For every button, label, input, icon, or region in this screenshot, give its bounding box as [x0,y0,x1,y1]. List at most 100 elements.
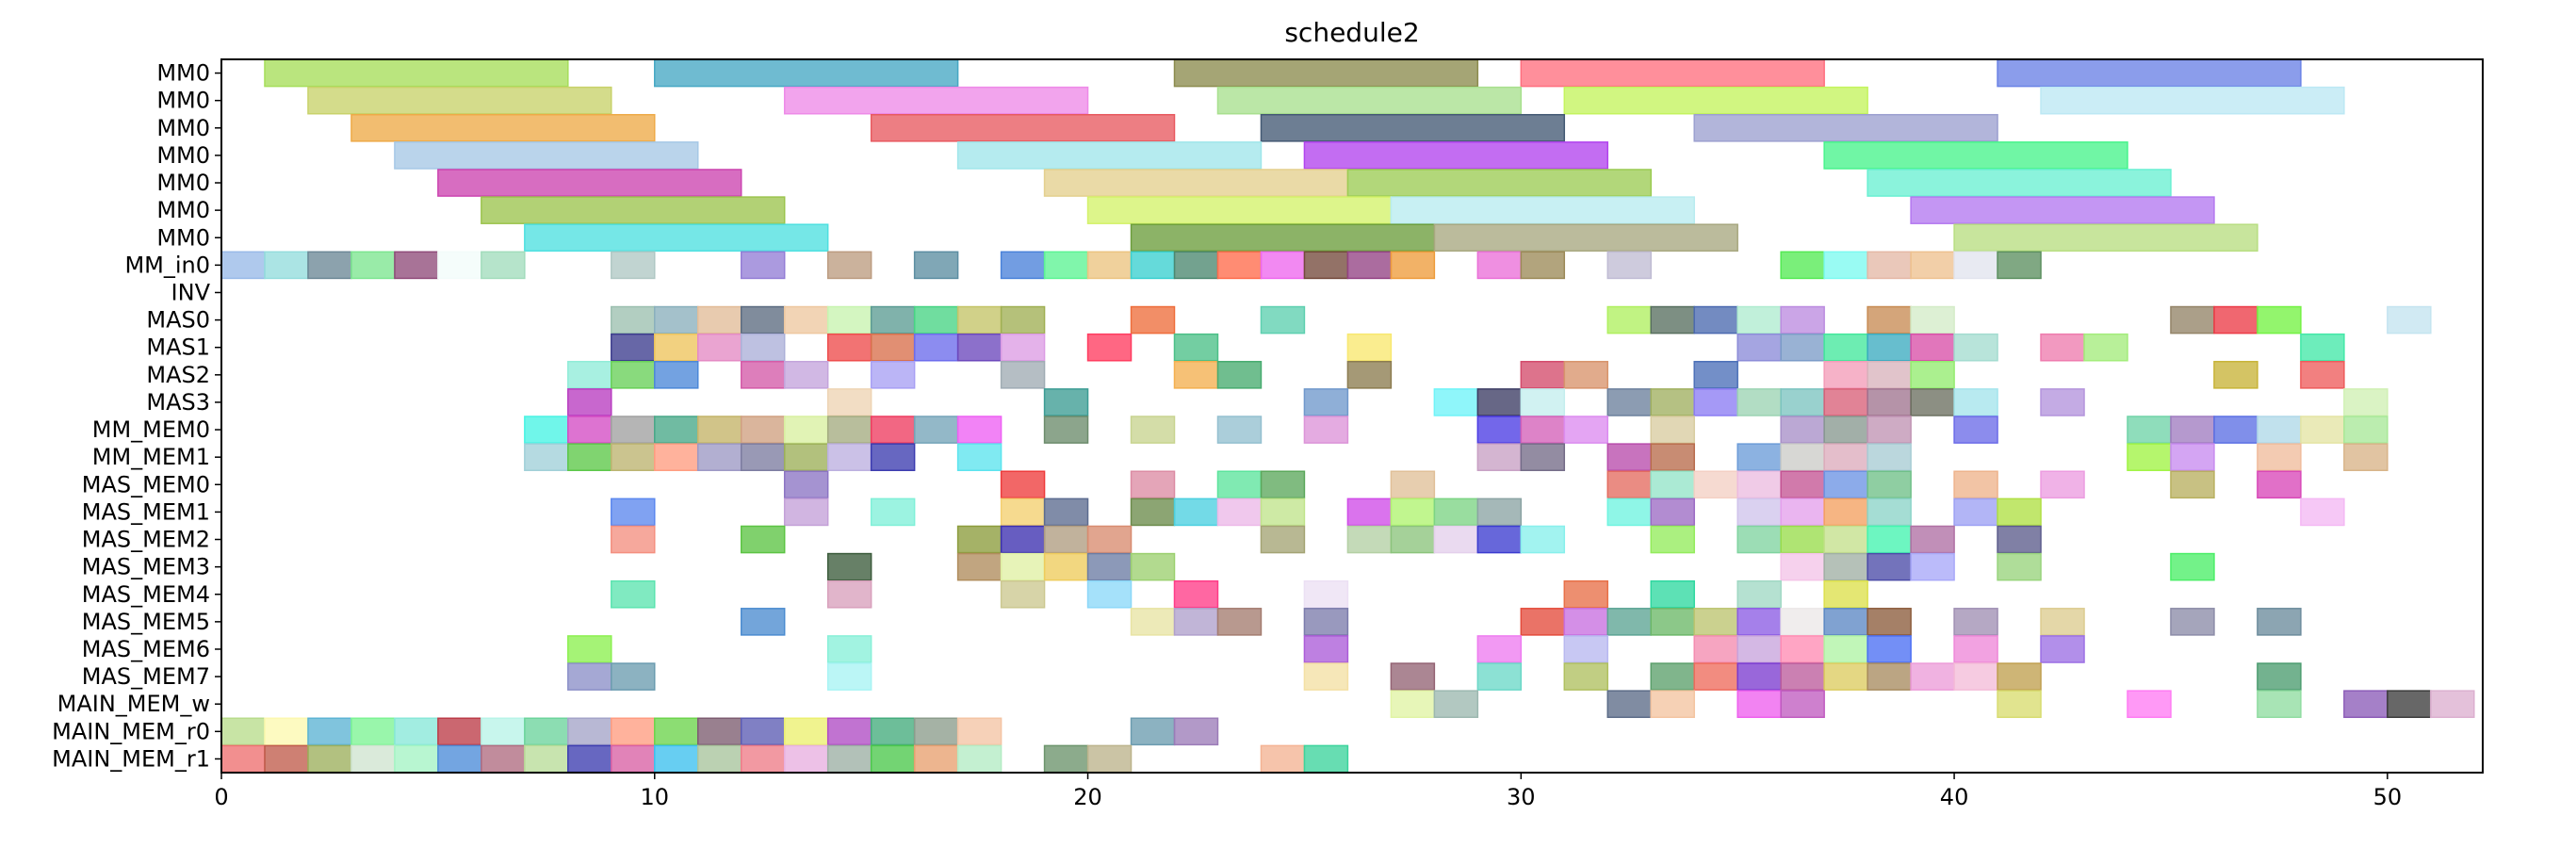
y-tick-label: MM_MEM1 [92,444,210,470]
bar-mas-mem2-17-2 [956,525,1003,554]
bar-mas-mem5-20-16 [2170,608,2215,636]
bar-mm0-2-3 [1693,113,1998,142]
x-tick-label: 0 [214,784,228,810]
bar-mm-mem1-14-11 [1520,443,1566,471]
bar-mas-mem3-18-1 [956,552,1003,581]
bar-mas-mem5-20-1 [1130,608,1176,636]
y-tick-label: MAS0 [146,307,210,334]
bar-mas1-10-17 [1953,333,1998,362]
bar-mm-in0-7-14 [1130,251,1176,280]
bar-mas-mem6-21-1 [826,635,872,663]
bar-mm-mem0-13-22 [1953,416,1998,444]
bar-mm0-4-1 [1043,169,1349,197]
y-tick-label: MAIN_MEM_w [57,691,210,717]
bar-mm0-1-4 [2040,86,2345,115]
bar-main-mem-r0-24-16 [913,717,959,746]
bar-mas1-10-1 [654,333,699,362]
bar-mas-mem5-20-13 [1867,608,1912,636]
bar-mas3-12-10 [1736,388,1782,416]
bar-mm-in0-7-27 [1910,251,1955,280]
bar-mas-mem7-22-14 [1953,662,1998,691]
bar-mas1-10-15 [1867,333,1912,362]
bar-mas1-10-14 [1823,333,1868,362]
chart-title: schedule2 [1284,17,1419,48]
bar-mas-mem0-15-6 [1606,470,1652,499]
x-tick-label: 20 [1073,784,1102,810]
y-tick-label: MAS_MEM3 [82,554,210,580]
bar-main-mem-r1-25-21 [1303,744,1349,774]
bar-mas1-10-7 [956,333,1003,362]
bar-mm-mem0-13-18 [1650,416,1695,444]
bar-mm-in0-7-12 [1043,251,1089,280]
bar-mm-mem0-13-13 [1216,416,1263,444]
bar-mas2-11-12 [1693,361,1738,389]
bar-mas0-9-4 [783,305,829,334]
bar-mas0-9-5 [826,305,872,334]
bar-mm0-2-2 [1260,113,1566,142]
bar-main-mem-r0-24-12 [740,717,786,746]
bar-mas-mem0-15-0 [783,470,829,499]
bar-main-mem-w-23-11 [2430,690,2475,719]
bar-mas-mem7-22-9 [1736,662,1782,691]
bar-mas0-9-19 [2170,305,2215,334]
bar-mas-mem5-20-10 [1736,608,1782,636]
bar-mm-in0-7-20 [1390,251,1436,280]
bar-main-mem-r1-25-4 [394,744,439,774]
bar-mas-mem1-16-12 [1476,497,1523,527]
bar-mas-mem5-20-2 [1173,608,1219,636]
bar-mas-mem2-17-15 [1823,525,1868,554]
bar-mas-mem6-21-0 [567,635,612,663]
bar-main-mem-r0-24-1 [264,717,309,746]
bar-mas-mem0-15-16 [2257,470,2302,499]
bar-mas0-9-3 [740,305,786,334]
bar-mas0-9-6 [870,305,916,334]
bar-mas2-11-1 [611,361,656,389]
bar-mas-mem0-15-12 [1867,470,1912,499]
bar-main-mem-w-23-7 [2127,690,2172,719]
bar-main-mem-r1-25-13 [783,744,829,774]
bar-mas-mem2-17-17 [1910,525,1955,554]
bar-mas0-9-21 [2257,305,2302,334]
bar-mas-mem6-21-6 [1736,635,1782,663]
bar-mm-mem1-14-10 [1476,443,1523,471]
bar-mm0-6-1 [1130,223,1436,253]
bar-mm-mem0-13-3 [654,416,699,444]
bar-mas-mem1-16-18 [1867,497,1912,527]
y-tick-label: MAS3 [146,389,210,416]
bar-mas-mem1-16-0 [611,497,656,527]
bar-mm-in0-7-13 [1086,251,1133,280]
bar-mm-in0-7-21 [1476,251,1523,280]
bar-main-mem-r0-24-14 [826,717,872,746]
bar-mas-mem6-21-11 [2040,635,2085,663]
bar-mas3-12-9 [1693,388,1738,416]
bar-mm-mem0-13-1 [567,416,612,444]
y-tick-label: MM0 [156,142,210,169]
bar-mm-mem0-13-5 [740,416,786,444]
bar-mas-mem1-16-15 [1736,497,1782,527]
bar-mm-mem0-13-23 [2127,416,2172,444]
bar-mas-mem1-16-1 [783,497,829,527]
bar-mm-mem0-13-4 [696,416,742,444]
bar-mm-mem1-14-7 [826,443,872,471]
bar-mas-mem0-15-15 [2170,470,2215,499]
bar-mas1-10-9 [1086,333,1133,362]
bar-mas-mem1-16-11 [1433,497,1479,527]
bar-mm-mem0-13-8 [870,416,916,444]
bar-mm0-3-1 [956,141,1263,170]
bar-mm-mem0-13-14 [1303,416,1349,444]
bar-main-mem-w-23-6 [1997,690,2042,719]
bar-main-mem-w-23-10 [2387,690,2432,719]
bar-main-mem-r0-24-6 [481,717,526,746]
bar-mas-mem3-18-5 [1130,552,1176,581]
bar-main-mem-r1-25-11 [696,744,742,774]
bar-mas2-11-7 [1173,361,1219,389]
bar-mm0-0-4 [1997,58,2302,88]
bar-mm-mem0-13-21 [1867,416,1912,444]
bar-mm0-0-2 [1173,58,1479,88]
bar-mas-mem2-17-5 [1086,525,1133,554]
bar-mas2-11-16 [2213,361,2258,389]
bar-mm0-1-1 [783,86,1089,115]
bar-main-mem-r1-25-6 [481,744,526,774]
bar-mas1-10-12 [1736,333,1782,362]
